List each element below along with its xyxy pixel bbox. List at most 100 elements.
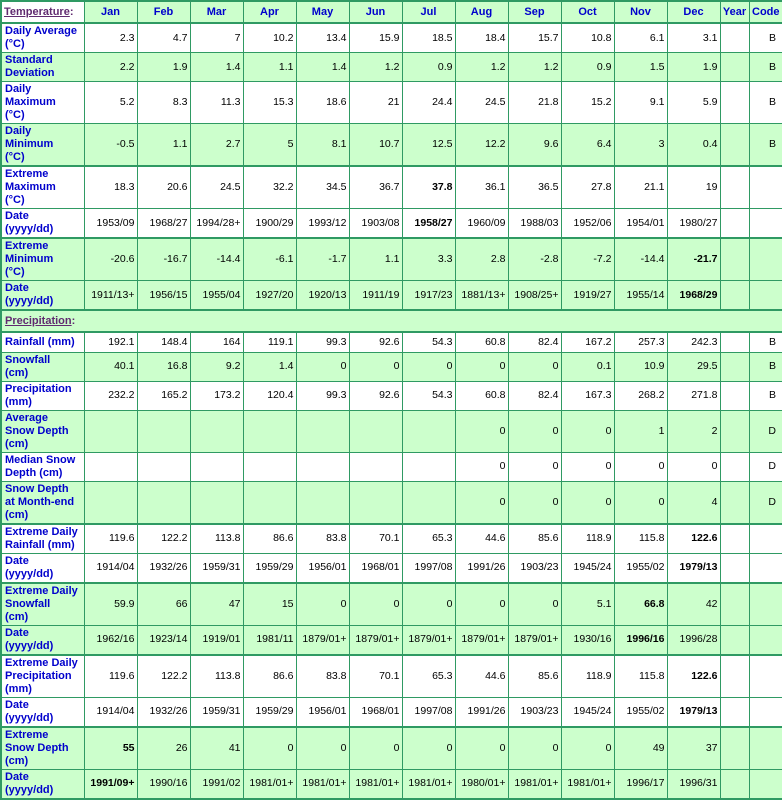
- code-cell: B: [748, 52, 782, 82]
- data-cell: 7: [189, 22, 244, 53]
- data-cell: [242, 480, 297, 524]
- data-cell: 1919/27: [560, 280, 615, 311]
- data-cell: 2.8: [454, 237, 509, 281]
- row-label: Date (yyyy/dd): [0, 280, 85, 311]
- row-label: Snowfall (cm): [0, 351, 85, 382]
- month-header: Aug: [454, 0, 509, 24]
- data-cell: 1981/01+: [348, 768, 403, 799]
- row-label: Rainfall (mm): [0, 331, 85, 353]
- data-cell: 5.9: [666, 81, 721, 124]
- data-cell: 2.2: [83, 52, 138, 82]
- code-cell: [748, 768, 782, 799]
- data-cell: 1968/29: [666, 280, 721, 311]
- data-cell: 1996/17: [613, 768, 668, 799]
- data-cell: 167.2: [560, 331, 615, 353]
- data-cell: 24.5: [454, 81, 509, 124]
- data-cell: 0: [613, 480, 668, 524]
- row-label: Extreme Maximum (°C): [0, 165, 85, 209]
- data-cell: 1956/01: [295, 552, 350, 583]
- temperature-colon: :: [69, 5, 74, 18]
- code-cell: [748, 208, 782, 239]
- data-cell: 0: [295, 725, 350, 770]
- data-cell: 1959/31: [189, 552, 244, 583]
- data-cell: 1990/16: [136, 768, 191, 799]
- data-cell: 1994/28+: [189, 208, 244, 239]
- data-cell: 113.8: [189, 653, 244, 698]
- data-cell: 1914/04: [83, 696, 138, 727]
- data-cell: 24.5: [189, 165, 244, 209]
- data-cell: 49: [613, 725, 668, 770]
- temperature-link[interactable]: Temperature: [4, 5, 70, 18]
- data-cell: 118.9: [560, 522, 615, 554]
- data-cell: 1955/14: [613, 280, 668, 311]
- data-cell: 1930/16: [560, 624, 615, 655]
- data-cell: 1919/01: [189, 624, 244, 655]
- data-cell: [295, 409, 350, 453]
- data-cell: 115.8: [613, 522, 668, 554]
- data-cell: 1991/26: [454, 696, 509, 727]
- table-row: Median Snow Depth (cm) 0 0 0 0 0 D: [0, 451, 782, 482]
- data-cell: 20.6: [136, 165, 191, 209]
- code-cell: B: [748, 351, 782, 382]
- data-cell: [295, 480, 350, 524]
- data-cell: [189, 480, 244, 524]
- data-cell: [348, 480, 403, 524]
- month-header: Nov: [613, 0, 668, 24]
- data-cell: 60.8: [454, 331, 509, 353]
- data-cell: 0: [454, 581, 509, 626]
- data-cell: 12.5: [401, 123, 456, 167]
- data-cell: 2.3: [83, 22, 138, 53]
- data-cell: 11.3: [189, 81, 244, 124]
- data-cell: -14.4: [613, 237, 668, 281]
- data-cell: 1932/26: [136, 552, 191, 583]
- data-cell: 1955/02: [613, 696, 668, 727]
- data-cell: 192.1: [83, 331, 138, 353]
- data-cell: 65.3: [401, 522, 456, 554]
- data-cell: 1.2: [348, 52, 403, 82]
- code-cell: B: [748, 22, 782, 53]
- data-cell: 1879/01+: [507, 624, 562, 655]
- data-cell: [83, 451, 138, 482]
- table-row: Snowfall (cm) 40.1 16.8 9.2 1.4 0 0 0 0 0 0.1 10.9 2…: [0, 351, 782, 382]
- code-cell: D: [748, 480, 782, 524]
- data-cell: 1959/29: [242, 552, 297, 583]
- data-cell: 9.6: [507, 123, 562, 167]
- data-cell: 1958/27: [401, 208, 456, 239]
- data-cell: 1923/14: [136, 624, 191, 655]
- data-cell: 29.5: [666, 351, 721, 382]
- data-cell: 15.9: [348, 22, 403, 53]
- data-cell: 3.1: [666, 22, 721, 53]
- data-cell: 0: [613, 451, 668, 482]
- year-cell: [719, 653, 750, 698]
- data-cell: 1879/01+: [401, 624, 456, 655]
- data-cell: 10.7: [348, 123, 403, 167]
- data-cell: 9.1: [613, 81, 668, 124]
- month-header: Dec: [666, 0, 721, 24]
- data-cell: 47: [189, 581, 244, 626]
- data-cell: 232.2: [83, 380, 138, 411]
- data-cell: 66: [136, 581, 191, 626]
- row-label: Median Snow Depth (cm): [0, 451, 85, 482]
- data-cell: 4: [666, 480, 721, 524]
- data-cell: -2.8: [507, 237, 562, 281]
- data-cell: 1.4: [295, 52, 350, 82]
- data-cell: 271.8: [666, 380, 721, 411]
- data-cell: 86.6: [242, 653, 297, 698]
- data-cell: 26: [136, 725, 191, 770]
- data-cell: 32.2: [242, 165, 297, 209]
- data-cell: 1879/01+: [348, 624, 403, 655]
- data-cell: 0: [560, 725, 615, 770]
- data-cell: 1945/24: [560, 696, 615, 727]
- data-cell: 1945/24: [560, 552, 615, 583]
- data-cell: 8.3: [136, 81, 191, 124]
- table-row: Date (yyyy/dd) 1914/04 1932/26 1959/31 1959/…: [0, 696, 782, 727]
- data-cell: 1.9: [666, 52, 721, 82]
- data-cell: 0: [454, 480, 509, 524]
- data-cell: 1996/28: [666, 624, 721, 655]
- code-cell: [748, 624, 782, 655]
- table-row: Precipitation (mm) 232.2 165.2 173.2 120.4 99…: [0, 380, 782, 411]
- row-label: Extreme Daily Rainfall (mm): [0, 522, 85, 554]
- precipitation-link[interactable]: Precipitation: [5, 314, 72, 327]
- code-cell: [748, 280, 782, 311]
